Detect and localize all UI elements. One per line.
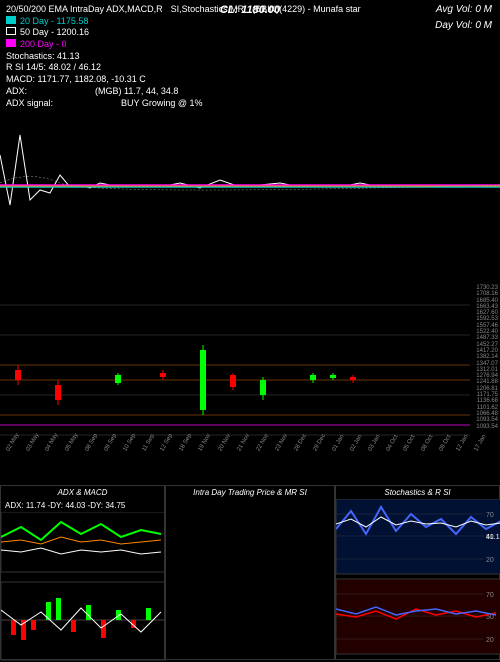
adx-macd-panel: ADX & MACD ADX: 11.74 -DY: 44.03 -DY: 34… (0, 485, 165, 660)
adx-signal-label: ADX signal: (6, 98, 53, 110)
svg-text:20: 20 (486, 557, 494, 564)
close-price: CL: 1180.00 (220, 4, 280, 16)
stochastics-panel: Stochastics & R SI 70502041.13705020 (335, 485, 500, 660)
candlestick-chart (0, 285, 500, 445)
bottom-panels: ADX & MACD ADX: 11.74 -DY: 44.03 -DY: 34… (0, 485, 500, 660)
macd-value: MACD: 1171.77, 1182.08, -10.31 C (6, 74, 494, 86)
adx-panel-title: ADX & MACD (1, 486, 164, 499)
adx-values-line: ADX: 11.74 -DY: 44.03 -DY: 34.75 (1, 499, 164, 512)
svg-text:70: 70 (486, 512, 494, 519)
stoch-panel-title: Stochastics & R SI (336, 486, 499, 499)
svg-text:70: 70 (486, 592, 494, 599)
line-chart-top (0, 115, 500, 235)
adx-mgb: (MGB) 11.7, 44, 34.8 (95, 86, 178, 98)
adx-chart (1, 512, 166, 662)
svg-text:20: 20 (486, 637, 494, 644)
date-axis: 02 May03 May04 May05 May08 Sep09 Sep10 S… (0, 448, 470, 454)
day-volume: Day Vol: 0 M (435, 20, 492, 31)
adx-signal-value: BUY Growing @ 1% (121, 98, 203, 110)
ema-50: 50 Day - 1200.16 (6, 27, 494, 39)
rsi-value: R SI 14/5: 48.02 / 46.12 (6, 62, 494, 74)
header-line1-left: 20/50/200 EMA IntraDay ADX,MACD,R (6, 4, 163, 16)
price-axis-labels: 1730.231708.161685.401663.431627.601592.… (476, 285, 498, 430)
adx-label: ADX: (6, 86, 27, 98)
ema-200: 200 Day - 0 (6, 39, 494, 51)
intra-panel-title: Intra Day Trading Price & MR SI (166, 486, 334, 499)
indicator-header: 20/50/200 EMA IntraDay ADX,MACD,R SI,Sto… (0, 0, 500, 113)
stochastics-value: Stochastics: 41.13 (6, 51, 494, 63)
ema-20: 20 Day - 1175.58 (6, 16, 494, 28)
stoch-chart: 70502041.13705020 (336, 499, 500, 657)
svg-text:41.13: 41.13 (486, 534, 500, 541)
avg-volume: Avg Vol: 0 M (436, 4, 492, 15)
intraday-panel: Intra Day Trading Price & MR SI (165, 485, 335, 660)
